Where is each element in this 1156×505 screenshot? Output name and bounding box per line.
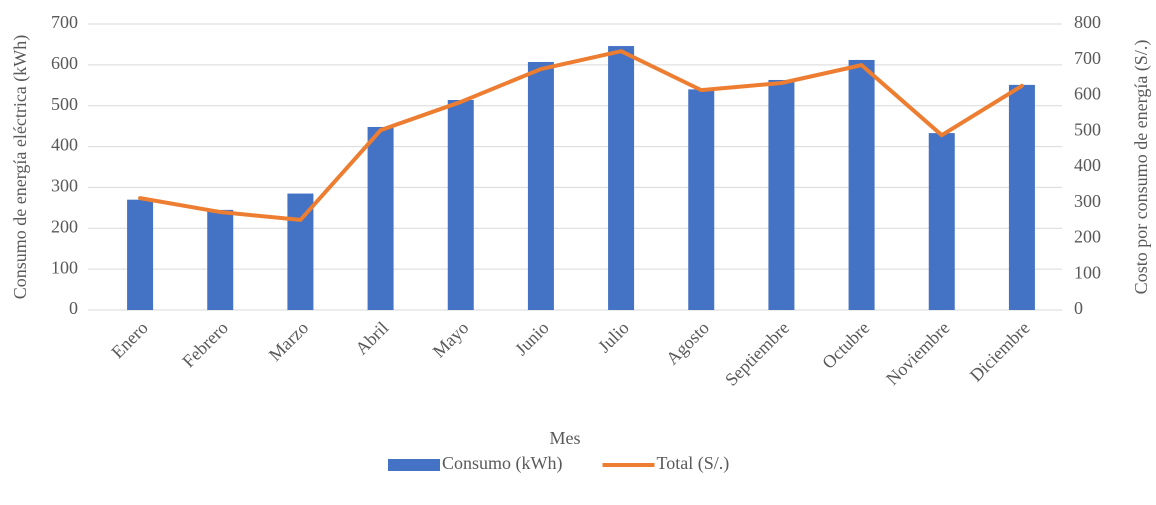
bar [367,126,394,311]
bar [848,59,875,310]
y2-tick-label: 700 [1074,48,1101,68]
bar [127,199,154,310]
legend-label: Total (S/.) [657,453,730,474]
x-tick-label: Diciembre [966,318,1034,386]
y-axis-title: Consumo de energía eléctrica (kWh) [10,35,31,300]
y2-axis-title: Costo por consumo de energía (S/.) [1131,40,1152,295]
y-tick-label: 0 [69,298,78,318]
x-tick-label: Marzo [265,318,312,365]
y-tick-label: 300 [51,176,78,196]
bar [608,46,635,310]
y2-tick-label: 500 [1074,119,1101,139]
x-tick-label: Octubre [818,318,873,373]
y-tick-label: 200 [51,216,78,236]
y2-tick-label: 100 [1074,262,1101,282]
x-tick-label: Noviembre [882,318,953,389]
y2-tick-label: 200 [1074,227,1101,247]
x-tick-label: Abril [351,318,392,359]
y-tick-label: 500 [51,94,78,114]
bar [207,209,234,310]
y2-tick-label: 800 [1074,12,1101,32]
x-tick-label: Julio [594,318,633,357]
x-tick-label: Agosto [662,318,713,369]
y-tick-label: 700 [51,12,78,32]
bar [527,61,554,310]
x-tick-label: Mayo [429,318,473,362]
bar [1008,84,1035,311]
y2-tick-label: 0 [1074,298,1083,318]
y-tick-label: 400 [51,135,78,155]
legend-swatch [388,459,440,471]
x-tick-label: Junio [511,318,553,360]
x-tick-label: Febrero [178,318,232,372]
y-tick-label: 100 [51,257,78,277]
x-tick-label: Septiembre [721,318,793,390]
bar [688,89,715,310]
y2-tick-label: 400 [1074,155,1101,175]
bar [768,79,795,310]
bar [447,99,474,310]
x-tick-label: Enero [107,318,152,363]
y2-tick-label: 300 [1074,191,1101,211]
x-axis-title: Mes [550,428,581,448]
y2-tick-label: 600 [1074,84,1101,104]
legend-label: Consumo (kWh) [442,453,563,474]
line [138,49,1024,222]
y-tick-label: 600 [51,53,78,73]
bar [928,133,955,310]
